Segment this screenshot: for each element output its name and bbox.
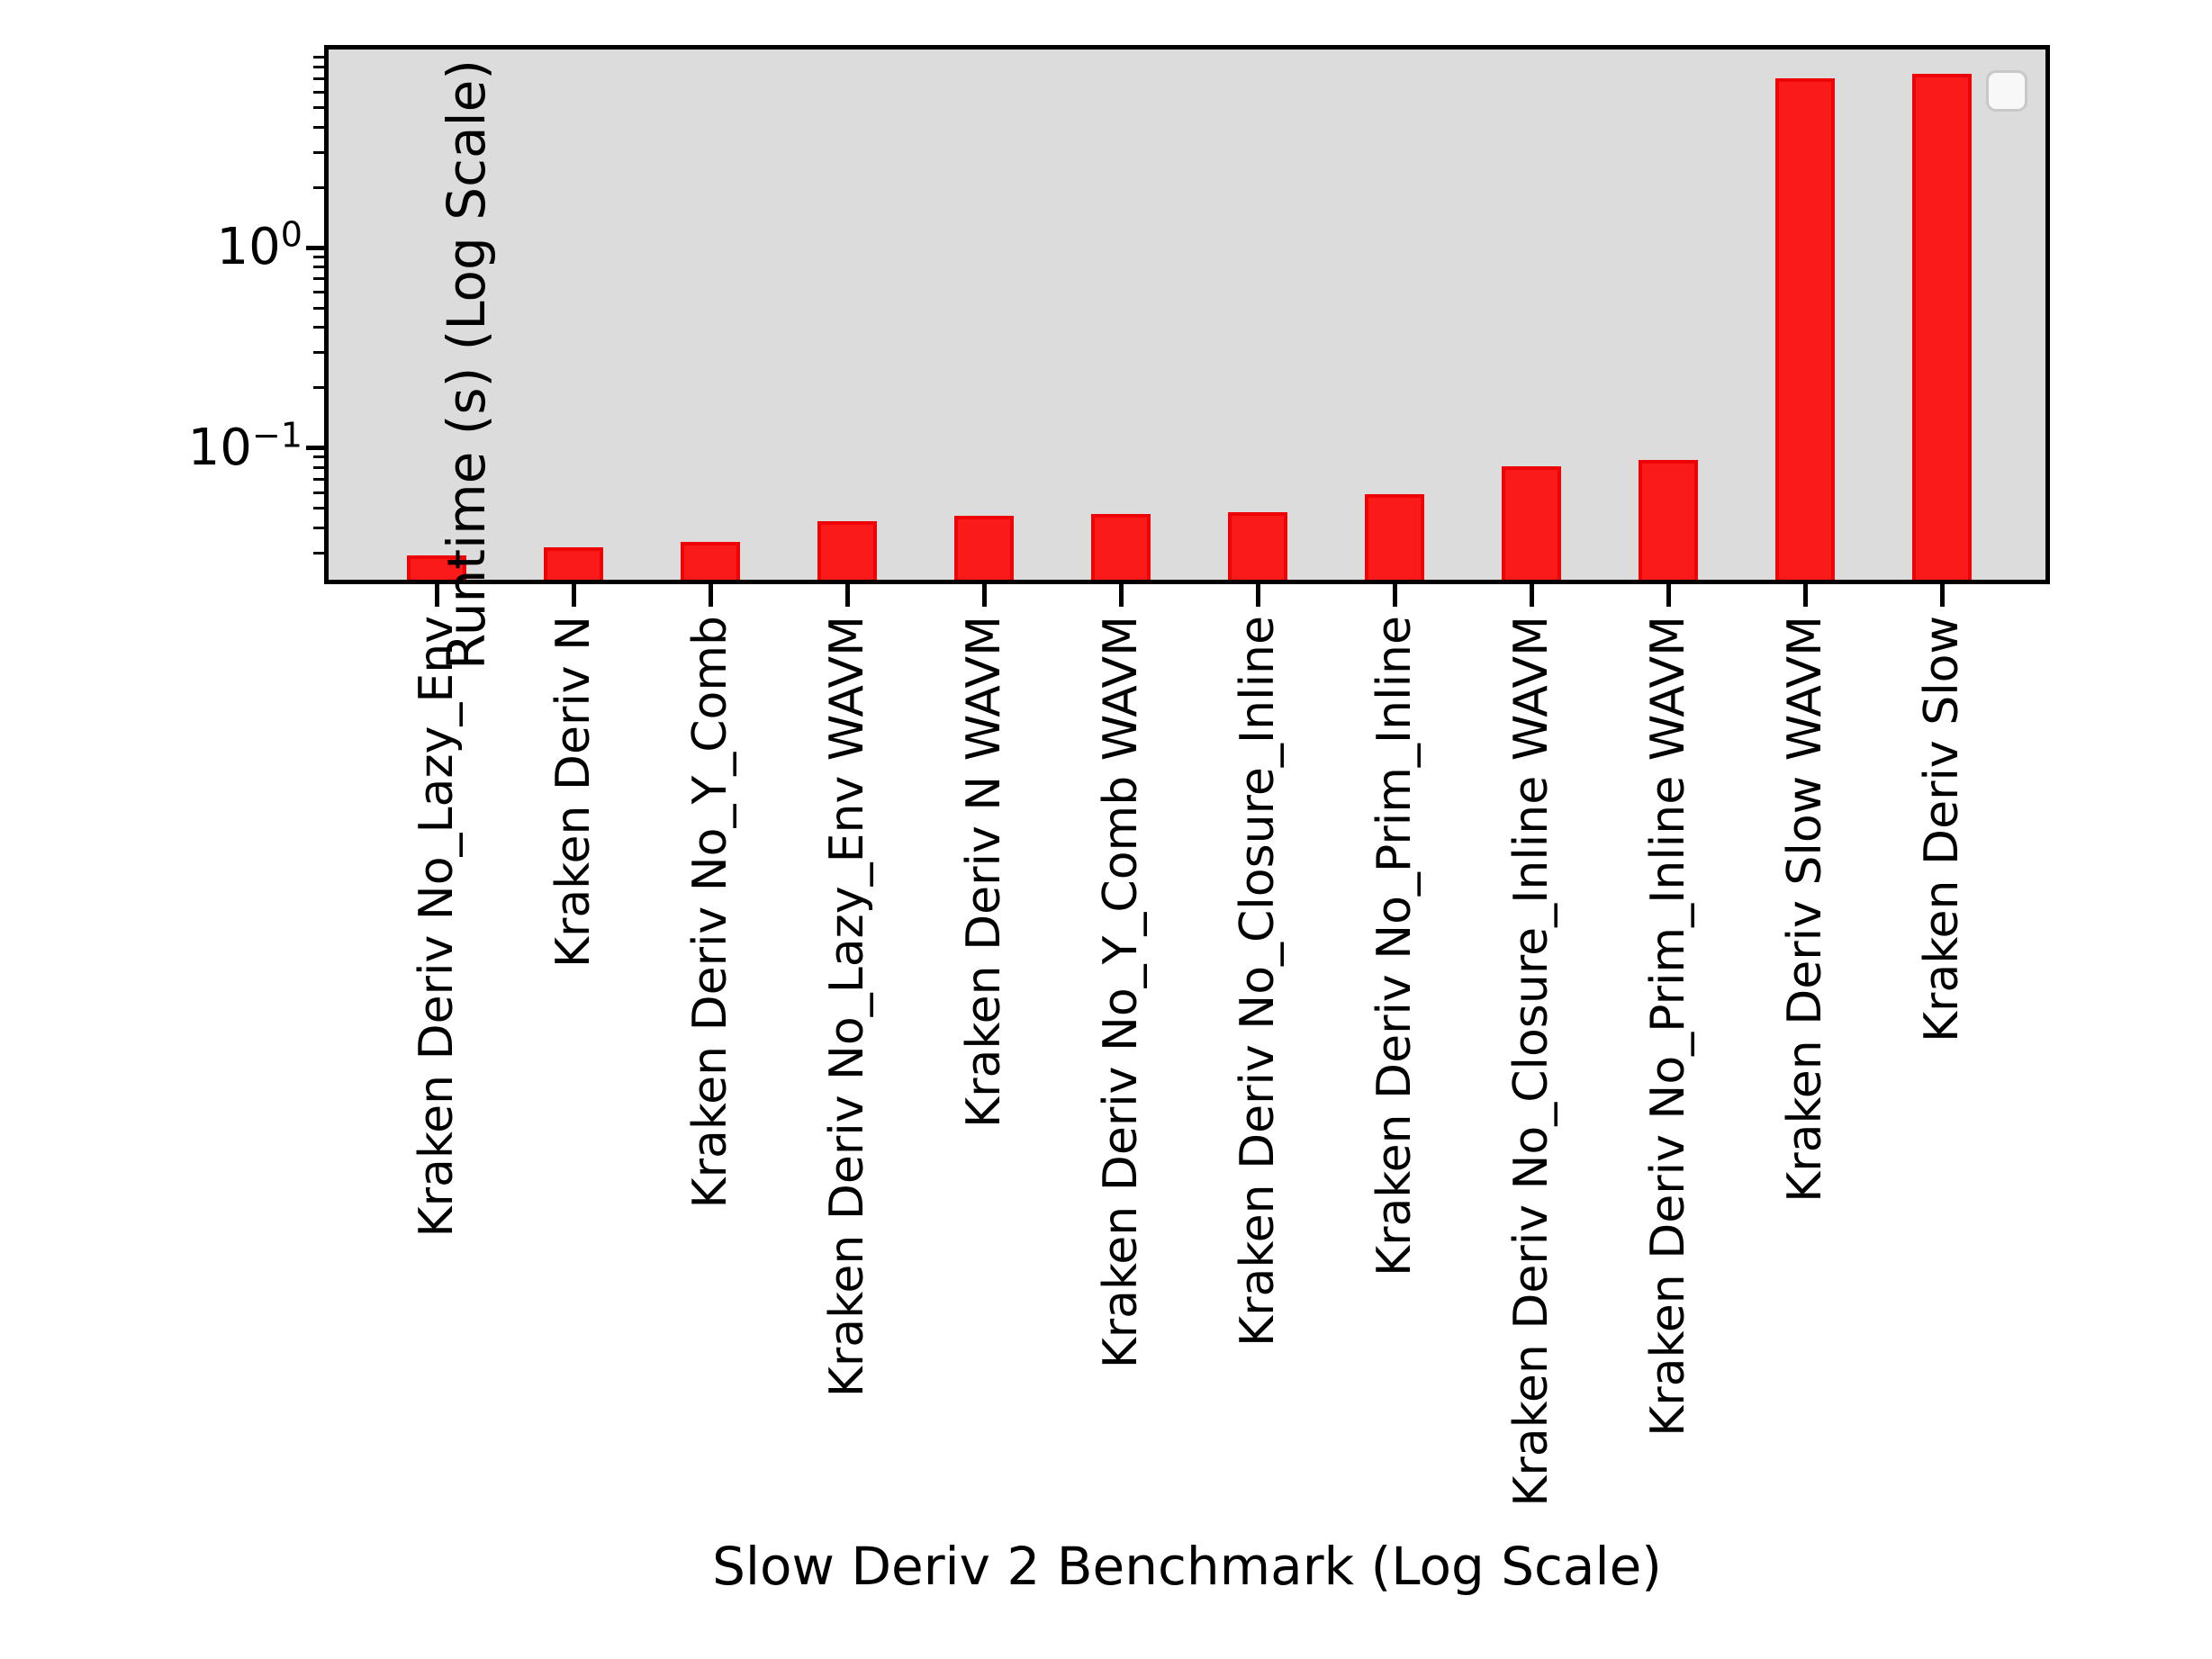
y-minor-tick [313, 55, 324, 59]
y-minor-tick [313, 77, 324, 80]
x-tick [434, 584, 439, 607]
x-tick [1529, 584, 1534, 607]
y-minor-tick [313, 351, 324, 355]
x-tick-label: Kraken Deriv No_Lazy_Env [410, 616, 464, 1238]
y-minor-tick [313, 150, 324, 154]
y-minor-tick [313, 126, 324, 130]
y-minor-tick [313, 291, 324, 294]
y-minor-tick [313, 526, 324, 529]
x-tick-label: Kraken Deriv No_Y_Comb WAVM [1094, 616, 1148, 1369]
x-tick-label: Kraken Deriv No_Prim_Inline WAVM [1641, 616, 1695, 1437]
bar [817, 521, 877, 580]
y-axis-label: Runtime (s) (Log Scale) [436, 59, 497, 670]
y-minor-tick [313, 386, 324, 390]
y-minor-tick [313, 277, 324, 281]
y-minor-tick [313, 266, 324, 269]
y-minor-tick [313, 326, 324, 329]
x-tick-label: Kraken Deriv No_Y_Comb [683, 616, 737, 1209]
x-tick-label: Kraken Deriv N WAVM [957, 616, 1011, 1128]
bar [544, 547, 603, 580]
bar [1502, 466, 1561, 580]
y-minor-tick [313, 455, 324, 459]
y-minor-tick [313, 185, 324, 189]
y-minor-tick [313, 465, 324, 469]
x-tick [1392, 584, 1397, 607]
bar [1775, 78, 1835, 580]
bar [1639, 460, 1698, 580]
x-tick [1939, 584, 1945, 607]
y-minor-tick [313, 306, 324, 310]
bar [407, 555, 466, 580]
y-major-tick [306, 446, 324, 451]
x-tick [981, 584, 987, 607]
bar [954, 516, 1014, 580]
y-major-tick [306, 245, 324, 250]
x-tick-label: Kraken Deriv N [546, 616, 600, 969]
x-tick [1802, 584, 1808, 607]
x-tick [1255, 584, 1260, 607]
x-tick-label: Kraken Deriv No_Lazy_Env WAVM [820, 616, 874, 1398]
x-tick [571, 584, 576, 607]
x-tick [1118, 584, 1124, 607]
legend-box [1986, 70, 2027, 112]
x-tick [1666, 584, 1671, 607]
x-tick-label: Kraken Deriv No_Closure_Inline WAVM [1504, 616, 1558, 1507]
y-minor-tick [313, 66, 324, 69]
y-minor-tick [313, 507, 324, 510]
x-tick [844, 584, 850, 607]
y-minor-tick [313, 551, 324, 555]
bar [681, 542, 740, 580]
y-tick-label: 100 [216, 214, 303, 277]
x-tick-label: Kraken Deriv No_Closure_Inline [1231, 616, 1285, 1347]
y-minor-tick [313, 477, 324, 481]
x-axis-label: Slow Deriv 2 Benchmark (Log Scale) [712, 1536, 1662, 1597]
x-tick-label: Kraken Deriv No_Prim_Inline [1368, 616, 1422, 1277]
y-minor-tick [313, 491, 324, 494]
y-minor-tick [313, 90, 324, 94]
x-tick-label: Kraken Deriv Slow [1915, 616, 1969, 1043]
y-tick-label: 10−1 [187, 415, 302, 477]
bar [1365, 494, 1424, 580]
plot-area: Runtime (s) (Log Scale) [324, 45, 2050, 670]
x-tick-label: Kraken Deriv Slow WAVM [1778, 616, 1832, 1203]
y-minor-tick [313, 106, 324, 110]
bar [1228, 512, 1287, 580]
y-minor-tick [313, 256, 324, 259]
bar [1912, 74, 1972, 580]
bar [1091, 514, 1151, 580]
x-tick [708, 584, 713, 607]
bars-layer [329, 50, 2045, 580]
